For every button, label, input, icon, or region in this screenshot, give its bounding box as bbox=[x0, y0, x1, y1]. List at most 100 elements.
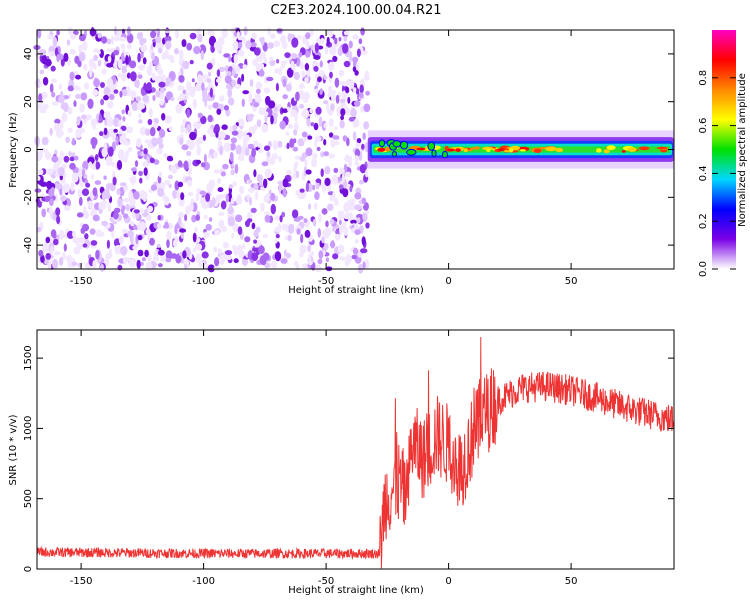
spectrogram-noise-cell bbox=[87, 98, 94, 110]
signal-band-hotspot bbox=[519, 149, 527, 152]
spectrogram-noise-cell bbox=[82, 243, 88, 248]
spectrogram-noise-cell bbox=[116, 160, 123, 170]
spectrogram-noise-cell bbox=[232, 40, 239, 51]
spectrogram-noise-cell bbox=[229, 202, 233, 213]
spectrogram-noise-cell bbox=[339, 98, 346, 103]
signal-band-blob bbox=[392, 140, 402, 148]
spectrogram-noise-cell bbox=[236, 129, 244, 140]
spectrogram-noise-cell bbox=[308, 260, 313, 266]
spectrogram-noise-cell bbox=[231, 68, 236, 76]
signal-band-blob bbox=[378, 139, 386, 148]
spectrogram-noise-cell bbox=[305, 169, 312, 175]
spectrogram-noise-cell bbox=[158, 171, 163, 178]
spectrogram-noise-cell bbox=[214, 229, 221, 236]
spectrogram-noise-cell bbox=[99, 131, 104, 137]
spectrogram-noise-cell bbox=[230, 197, 235, 205]
spectrogram-noise-cell bbox=[308, 253, 312, 263]
spectrogram-noise-cell bbox=[314, 191, 320, 201]
signal-band-hotspot bbox=[385, 146, 391, 152]
spectrogram-noise-cell bbox=[53, 123, 60, 132]
spectrogram-noise-cell bbox=[355, 62, 360, 71]
spectrogram-noise-cell bbox=[139, 36, 143, 46]
spectrogram-noise-cell bbox=[343, 60, 351, 68]
spectrogram-noise-cell bbox=[293, 71, 300, 81]
spectrogram-noise-cell bbox=[53, 238, 59, 246]
spectrogram-noise-cell bbox=[197, 112, 203, 119]
spectrogram-noise-cell bbox=[120, 245, 128, 256]
spectrogram-noise-cell bbox=[352, 247, 359, 255]
spectrogram-noise-cell bbox=[186, 42, 193, 51]
spectrogram-noise-cell bbox=[207, 104, 213, 110]
spectrogram-noise-cell bbox=[330, 139, 336, 148]
spectrogram-noise-cell bbox=[79, 103, 85, 113]
signal-band-hotspot bbox=[545, 146, 557, 152]
spectrogram-noise-cell bbox=[261, 123, 269, 133]
spectrogram-noise-cell bbox=[104, 192, 111, 200]
spectrogram-noise-cell bbox=[81, 114, 87, 120]
spectrogram-noise-cell bbox=[250, 207, 257, 214]
spectrogram-noise-cell bbox=[78, 44, 83, 53]
spectrogram-noise-cell bbox=[158, 249, 165, 256]
spectrogram-noise-cell bbox=[153, 118, 159, 124]
spectrogram-noise-cell bbox=[166, 239, 170, 249]
spectrogram-noise-cell bbox=[199, 44, 207, 55]
spectrogram-noise-cell bbox=[242, 64, 248, 69]
spectrogram-noise-cell bbox=[39, 108, 47, 114]
spectrogram-noise-cell bbox=[206, 77, 211, 83]
spectrogram-noise-cell bbox=[214, 257, 220, 267]
spectrogram-noise-cell bbox=[88, 161, 93, 167]
spectrogram-noise-cell bbox=[319, 89, 323, 96]
spectrogram-noise-cell bbox=[253, 47, 261, 56]
spectrogram-noise-cell bbox=[159, 99, 164, 106]
spectrogram-noise-cell bbox=[365, 222, 370, 229]
spectrogram-noise-cell bbox=[334, 233, 341, 241]
spectrogram-noise-cell bbox=[63, 243, 67, 252]
spectrogram-noise-cell bbox=[344, 154, 349, 162]
snr-panel: -150 -100 -50 0 50 0 500 1000 1500 Height of st… bbox=[8, 329, 675, 596]
spectrogram-noise-cell bbox=[90, 209, 95, 217]
snr-y-ticks: 0 500 1000 1500 bbox=[23, 345, 674, 572]
spectrogram-noise-cell bbox=[121, 65, 128, 74]
spectrogram-noise-cell bbox=[92, 89, 100, 96]
spectrogram-noise-cell bbox=[101, 220, 108, 226]
signal-band-hotspot bbox=[533, 148, 542, 153]
spectrogram-noise-cell bbox=[333, 167, 339, 173]
spectrogram-noise-cell bbox=[315, 106, 322, 115]
spectrogram-noise-cell bbox=[314, 88, 319, 94]
spectrogram-noise-cell bbox=[137, 74, 143, 79]
spectrogram-noise-cell bbox=[77, 60, 82, 68]
spectrogram-noise-cell bbox=[217, 248, 222, 255]
spectrogram-noise-cell bbox=[339, 256, 346, 261]
spectrogram-noise-cell bbox=[213, 169, 221, 174]
spectrogram-noise-cell bbox=[115, 136, 119, 146]
spectrogram-noise-cell bbox=[231, 79, 237, 87]
spectrogram-noise-cell bbox=[118, 235, 124, 245]
spectrogram-noise-cell bbox=[100, 82, 105, 88]
x-tick-label: 0 bbox=[445, 276, 451, 287]
spectrogram-noise-cell bbox=[80, 92, 88, 101]
spectrogram-noise-cell bbox=[310, 122, 315, 127]
spectrogram-noise-cell bbox=[328, 132, 334, 138]
spectrogram-noise-cell bbox=[299, 244, 307, 254]
spectrogram-noise-cell bbox=[66, 230, 74, 239]
spectrogram-noise-cell bbox=[225, 108, 231, 117]
spectrogram-noise-cell bbox=[121, 228, 128, 234]
signal-band-blob bbox=[400, 140, 409, 150]
spectrogram-noise-cell bbox=[192, 232, 197, 243]
spectrogram-noise-cell bbox=[34, 188, 42, 193]
spectrogram-noise-cell bbox=[209, 148, 214, 156]
spectrogram-noise-cell bbox=[352, 118, 360, 128]
spectrogram-noise-cell bbox=[349, 185, 353, 193]
spectrogram-noise-cell bbox=[328, 118, 334, 128]
spectrogram-noise-cell bbox=[266, 151, 271, 158]
spectrogram-noise-cell bbox=[205, 223, 212, 231]
spectrogram-noise-cell bbox=[95, 249, 100, 260]
spectrogram-noise-cell bbox=[91, 173, 94, 180]
spectrogram-noise-cell bbox=[350, 108, 357, 118]
signal-band-hotspot bbox=[603, 149, 610, 154]
spectrogram-noise-cell bbox=[337, 244, 345, 254]
spectrogram-noise-cell bbox=[262, 234, 268, 239]
spectrogram-noise-cell bbox=[191, 78, 195, 83]
signal-band-hotspot bbox=[469, 147, 478, 150]
spectrogram-noise-cell bbox=[329, 71, 333, 79]
